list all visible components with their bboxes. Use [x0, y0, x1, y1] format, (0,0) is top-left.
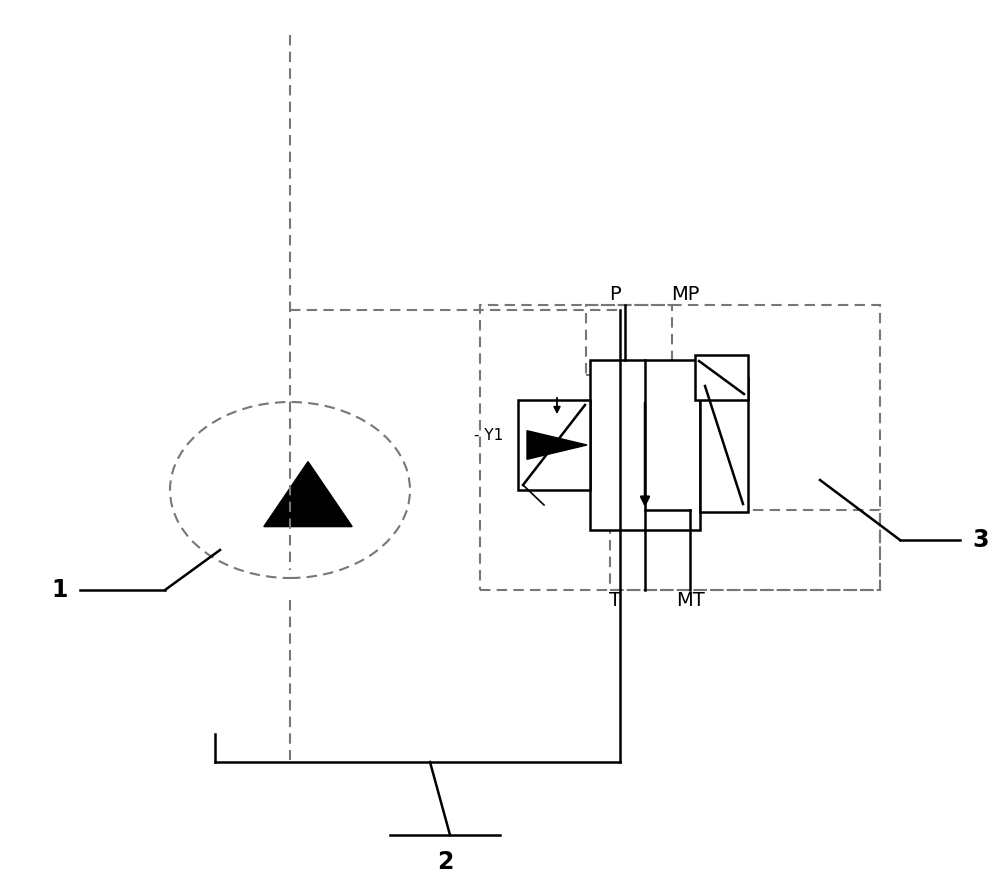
Text: 3: 3 — [972, 528, 988, 552]
Polygon shape — [527, 430, 587, 459]
Text: 2: 2 — [437, 850, 453, 874]
Bar — [586, 305, 672, 375]
Text: MP: MP — [671, 285, 699, 305]
Bar — [480, 305, 880, 590]
Bar — [590, 360, 700, 530]
Text: T: T — [609, 591, 621, 609]
Polygon shape — [264, 462, 352, 527]
Bar — [518, 400, 590, 490]
Text: 1: 1 — [52, 578, 68, 602]
Text: P: P — [609, 285, 621, 305]
Ellipse shape — [170, 402, 410, 578]
Bar — [610, 510, 880, 590]
Bar — [695, 355, 748, 400]
Text: MT: MT — [676, 591, 704, 609]
Bar — [700, 378, 748, 512]
Text: - Y1: - Y1 — [474, 428, 503, 443]
